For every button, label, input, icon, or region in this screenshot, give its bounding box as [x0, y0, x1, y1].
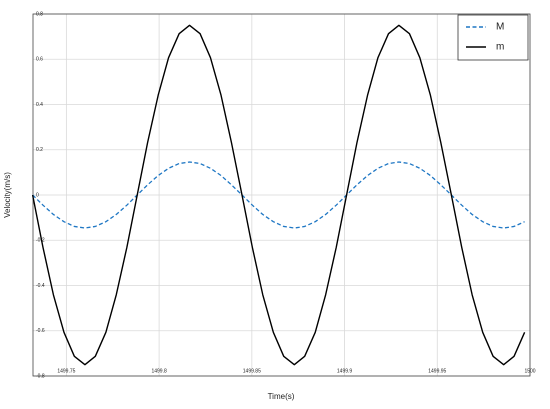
series-line — [31, 24, 526, 366]
x-tick-label: 1499.95 — [428, 368, 446, 374]
legend-label: M — [496, 22, 504, 33]
y-tick-label: 0 — [36, 192, 39, 198]
x-axis-label: Time(s) — [268, 392, 295, 401]
x-tick-label: 1499.8 — [151, 368, 167, 374]
y-tick-label: 0.6 — [36, 57, 43, 63]
x-tick-label: 1499.9 — [337, 368, 353, 374]
x-tick-label: 1499.75 — [57, 368, 75, 374]
y-tick-label: -0.6 — [36, 328, 45, 334]
y-tick-label: -0.4 — [36, 283, 45, 289]
series-line — [32, 161, 525, 229]
legend-box — [457, 14, 529, 61]
y-tick-label: -0.2 — [36, 238, 45, 244]
x-tick-label: 1499.85 — [243, 368, 261, 374]
y-tick-label: 0.2 — [36, 147, 43, 153]
y-tick-label: 0.4 — [36, 102, 43, 108]
legend-label: m — [496, 42, 504, 53]
y-axis-label: Velocity(m/s) — [3, 172, 12, 218]
